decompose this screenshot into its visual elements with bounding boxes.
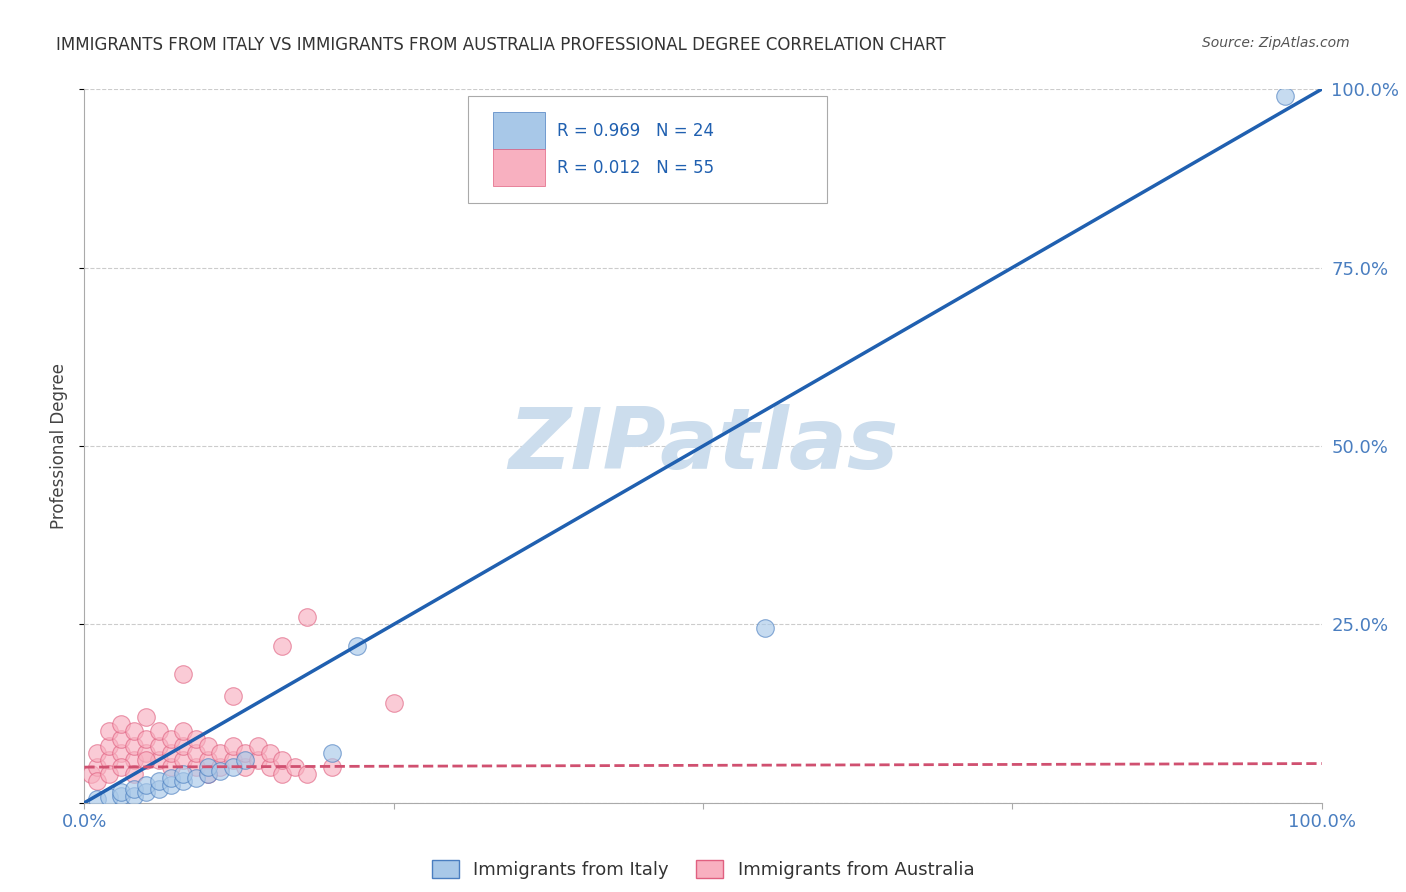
Point [122,789,145,803]
Point [148,739,170,753]
Point [246,739,269,753]
Point [197,760,219,774]
Point [98,753,121,767]
Point [98,767,121,781]
Point [346,639,368,653]
Point [86,774,108,789]
Point [233,760,256,774]
Point [222,739,245,753]
Point [148,774,170,789]
Point [209,764,232,778]
Point [197,767,219,781]
Point [98,724,121,739]
Point [184,760,207,774]
Point [160,778,183,792]
Point [110,760,132,774]
Point [122,781,145,796]
Point [172,667,194,681]
Point [184,771,207,785]
Point [135,778,157,792]
Point [122,767,145,781]
Point [197,767,219,781]
Point [135,746,157,760]
Legend: Immigrants from Italy, Immigrants from Australia: Immigrants from Italy, Immigrants from A… [425,853,981,887]
Point [184,731,207,746]
Point [295,767,318,781]
Point [172,753,194,767]
Point [110,717,132,731]
Point [321,746,343,760]
Point [148,781,170,796]
Point [233,753,256,767]
Point [321,760,343,774]
Point [246,753,269,767]
Point [110,785,132,799]
Point [271,639,294,653]
Point [754,621,776,635]
Point [122,753,145,767]
Point [222,760,245,774]
Point [197,753,219,767]
Point [160,760,183,774]
Point [160,746,183,760]
Point [284,760,307,774]
Point [135,785,157,799]
Point [172,767,194,781]
Point [259,746,281,760]
Point [233,746,256,760]
Point [160,731,183,746]
Point [135,753,157,767]
Point [160,771,183,785]
Point [86,760,108,774]
Point [110,746,132,760]
Point [172,774,194,789]
FancyBboxPatch shape [492,149,544,186]
Point [86,746,108,760]
Point [98,790,121,805]
FancyBboxPatch shape [492,112,544,149]
Point [122,724,145,739]
Point [259,760,281,774]
Point [271,753,294,767]
Point [1274,89,1296,103]
Point [148,753,170,767]
Point [122,739,145,753]
Y-axis label: Professional Degree: Professional Degree [49,363,67,529]
Point [172,724,194,739]
Point [184,746,207,760]
Point [110,789,132,803]
Point [79,767,101,781]
Point [135,731,157,746]
Text: ZIPatlas: ZIPatlas [508,404,898,488]
FancyBboxPatch shape [468,96,827,203]
Point [135,710,157,724]
Point [382,696,405,710]
Point [209,760,232,774]
Point [222,753,245,767]
Text: R = 0.012   N = 55: R = 0.012 N = 55 [557,159,714,177]
Point [197,739,219,753]
Text: IMMIGRANTS FROM ITALY VS IMMIGRANTS FROM AUSTRALIA PROFESSIONAL DEGREE CORRELATI: IMMIGRANTS FROM ITALY VS IMMIGRANTS FROM… [56,36,946,54]
Point [110,731,132,746]
Point [222,689,245,703]
Point [148,724,170,739]
Point [209,746,232,760]
Point [295,610,318,624]
Point [271,767,294,781]
Point [86,792,108,806]
Text: Source: ZipAtlas.com: Source: ZipAtlas.com [1202,36,1350,50]
Point [98,739,121,753]
Text: R = 0.969   N = 24: R = 0.969 N = 24 [557,121,714,139]
Point [172,739,194,753]
